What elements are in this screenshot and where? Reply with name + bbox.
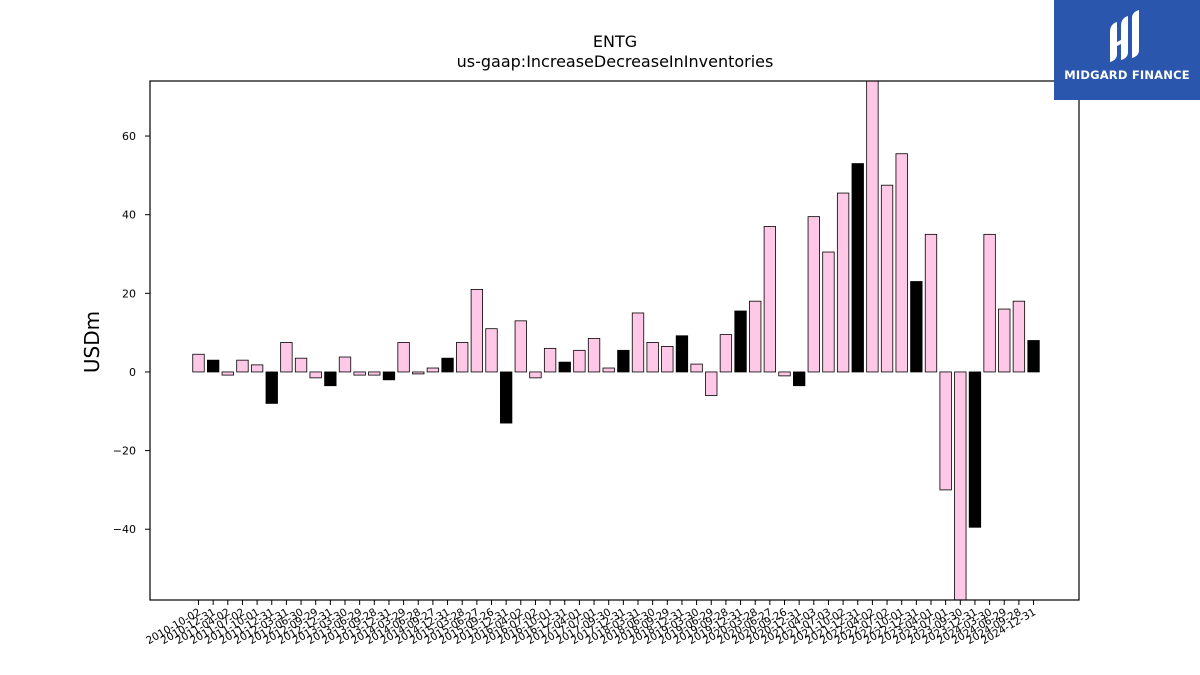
bar-2019-12-31 [734, 310, 747, 373]
bar-2018-12-31 [675, 335, 689, 373]
bar-2011-12-31 [265, 371, 278, 404]
bar-2014-03-29 [397, 342, 410, 373]
bar-2015-09-26 [485, 328, 498, 373]
chart-subtitle: us-gaap:IncreaseDecreaseInInventories [456, 52, 774, 71]
bar-2024-03-30 [983, 233, 996, 373]
bar-2021-04-03 [807, 216, 820, 373]
bar-2021-12-31 [851, 163, 864, 373]
bar-2014-12-31 [441, 357, 454, 373]
bar-2020-03-28 [749, 300, 762, 373]
bar-2011-04-02 [221, 371, 234, 376]
bar-2019-03-30 [690, 363, 703, 373]
y-tick-label: −20 [113, 445, 136, 458]
brand-name: MIDGARD FINANCE [1064, 68, 1190, 82]
bar-2015-06-27 [470, 288, 484, 373]
bar-2012-12-31 [324, 371, 337, 387]
bar-2020-12-31 [793, 371, 806, 387]
plot-frame [149, 80, 1080, 601]
bar-2012-06-30 [294, 357, 308, 373]
bar-2021-07-03 [822, 251, 835, 373]
y-axis: −40 −20 0 20 40 60 [113, 130, 150, 536]
bar-2015-03-28 [456, 342, 469, 373]
bar-2023-07-01 [939, 371, 952, 491]
bar-2018-03-31 [631, 312, 645, 373]
bar-2020-09-26 [778, 371, 791, 377]
y-tick-label: −40 [113, 523, 136, 536]
bar-2010-12-31 [206, 359, 220, 373]
y-axis-label: USDm [80, 310, 104, 374]
y-tick-label: 60 [122, 130, 136, 143]
bar-2023-04-01 [924, 233, 938, 373]
bar-2012-09-29 [309, 371, 322, 379]
bar-2022-10-01 [895, 153, 908, 373]
bar-2022-12-31 [910, 281, 923, 373]
bar-2013-12-31 [382, 371, 396, 381]
bar-2022-04-02 [866, 80, 879, 373]
bar-2019-06-29 [705, 371, 718, 396]
bar-2018-09-29 [661, 345, 674, 373]
bar-2017-04-01 [573, 349, 586, 373]
bar-2019-09-28 [719, 334, 733, 373]
brand-logo: MIDGARD FINANCE [1054, 0, 1200, 100]
bar-2015-12-31 [499, 371, 513, 424]
bars-group [192, 80, 1040, 601]
bar-2011-07-02 [236, 359, 249, 373]
bar-2013-03-30 [338, 356, 352, 373]
midgard-logo-icon [1110, 10, 1139, 62]
bar-2021-10-02 [836, 192, 850, 373]
bar-2022-07-02 [880, 184, 894, 373]
bar-2016-07-02 [529, 371, 542, 379]
bar-2016-04-02 [514, 320, 527, 373]
bar-2013-06-29 [353, 371, 366, 376]
y-tick-label: 0 [129, 366, 136, 379]
bar-2014-09-27 [426, 367, 440, 373]
bar-2017-12-31 [617, 349, 630, 373]
bar-2017-09-30 [602, 367, 615, 373]
bar-2012-03-31 [280, 342, 293, 373]
bar-2024-12-31 [1027, 340, 1040, 373]
bar-2010-10-02 [192, 353, 205, 373]
bar-2020-06-27 [763, 226, 776, 373]
bar-2023-09-30 [954, 371, 967, 601]
y-tick-label: 40 [122, 209, 136, 222]
chart-title: ENTG [592, 32, 638, 51]
bar-2014-06-28 [412, 371, 425, 375]
y-tick-label: 20 [122, 287, 136, 300]
bar-2016-12-31 [558, 361, 571, 373]
bar-2011-10-01 [250, 364, 264, 373]
bar-2016-10-01 [543, 347, 557, 373]
bar-2023-12-31 [968, 371, 982, 528]
bar-2024-06-29 [998, 308, 1011, 373]
bar-2013-09-28 [368, 371, 381, 376]
bar-2017-07-01 [587, 338, 601, 373]
bar-2024-09-28 [1012, 300, 1026, 373]
x-axis: 2010-10-022010-12-312011-04-022011-07-02… [144, 600, 1038, 647]
bar-2018-06-30 [646, 342, 659, 373]
